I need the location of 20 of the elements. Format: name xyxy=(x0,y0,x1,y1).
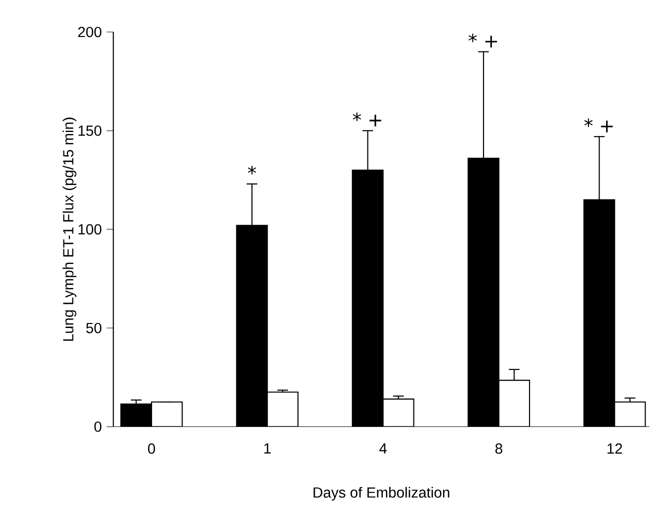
x-tick-label: 12 xyxy=(608,443,622,454)
y-tick-label: 50 xyxy=(86,322,102,334)
bar xyxy=(382,398,414,427)
x-axis-title: Days of Embolization xyxy=(314,486,450,501)
y-tick-label: 0 xyxy=(94,421,102,432)
y-tick-label: 200 xyxy=(78,26,102,38)
bar xyxy=(498,380,530,427)
annotation: * + xyxy=(468,34,497,48)
x-tick-label: 8 xyxy=(495,443,502,454)
bar xyxy=(266,392,299,427)
annotation: * + xyxy=(352,112,382,126)
y-tick-label: 100 xyxy=(78,224,102,235)
annotation: * xyxy=(248,166,256,174)
y-axis-title: Lung Lymph ET-1 Flux (pg/15 min) xyxy=(62,118,76,341)
annotation: * + xyxy=(584,118,613,132)
y-tick-label: 150 xyxy=(78,125,102,136)
x-tick-label: 0 xyxy=(148,443,156,454)
bar xyxy=(614,401,646,427)
x-tick-label: 1 xyxy=(264,443,271,454)
x-tick-label: 4 xyxy=(379,443,387,454)
